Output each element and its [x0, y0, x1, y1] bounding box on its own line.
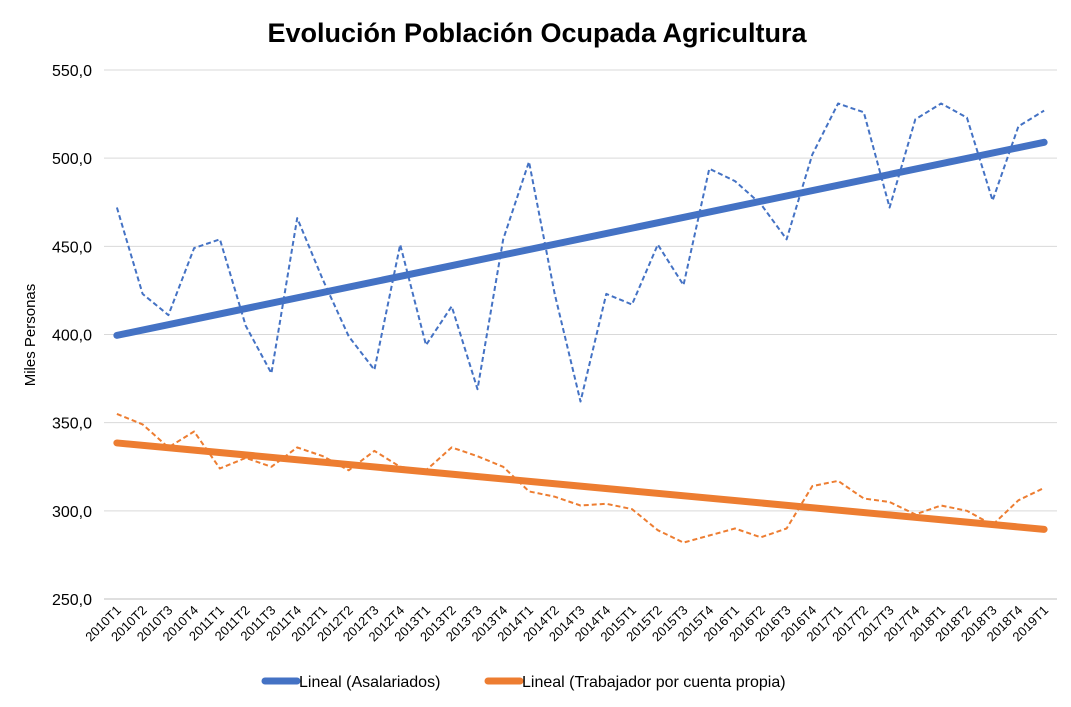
- y-tick-label: 400,0: [52, 328, 92, 345]
- trend-line: [113, 138, 1048, 339]
- trend-lines: [113, 138, 1048, 533]
- y-tick-label: 350,0: [52, 416, 92, 433]
- y-tick-label: 250,0: [52, 592, 92, 609]
- y-tick-label: 300,0: [52, 504, 92, 521]
- y-tick-label: 450,0: [52, 239, 92, 256]
- y-tick-label: 500,0: [52, 151, 92, 168]
- legend-label: Lineal (Trabajador por cuenta propia): [522, 674, 786, 691]
- series-line: [115, 102, 1045, 403]
- legend: Lineal (Asalariados) Lineal (Trabajador p…: [261, 674, 786, 691]
- series-lines: [115, 102, 1045, 544]
- legend-label: Lineal (Asalariados): [299, 674, 440, 691]
- y-tick-label: 550,0: [52, 63, 92, 80]
- x-tick-labels: 2010T12010T22010T32010T42011T12011T22011…: [82, 603, 1051, 645]
- y-axis-label: Miles Personas: [22, 284, 39, 387]
- series-line: [116, 412, 1045, 544]
- chart-title: Evolución Población Ocupada Agricultura: [267, 18, 807, 48]
- y-tick-labels: 250,0 300,0 350,0 400,0 450,0 500,0 550,0: [52, 63, 92, 609]
- trend-line: [113, 439, 1048, 533]
- gridlines: [104, 69, 1057, 600]
